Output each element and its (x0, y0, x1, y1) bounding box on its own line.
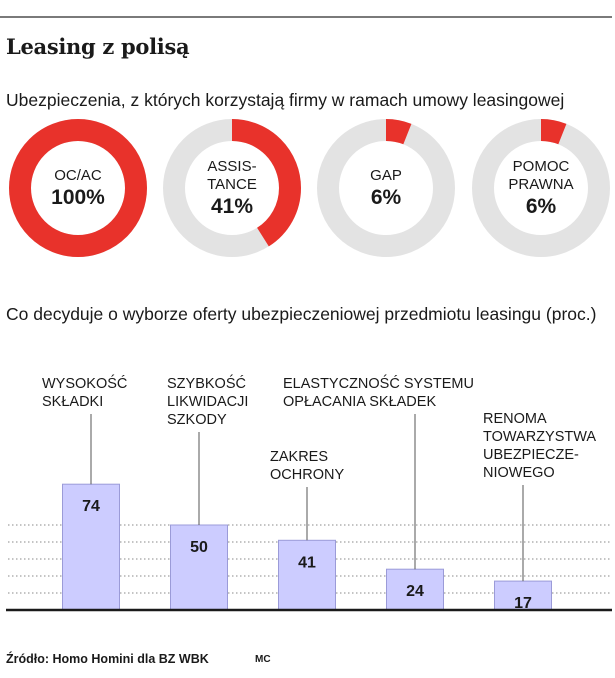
donut-label: GAP (370, 166, 402, 184)
source-note: Źródło: Homo Homini dla BZ WBK (6, 652, 209, 666)
bar-value-label: 41 (298, 554, 316, 571)
donut-slice (472, 119, 610, 257)
category-label: ZAKRES OCHRONY (270, 449, 344, 483)
donut-1: OC/AC 100% (8, 118, 148, 258)
donut-slice (317, 119, 455, 257)
bar-3 (278, 539, 336, 611)
donut-section-title: Ubezpieczenia, z których korzystają firm… (6, 90, 565, 110)
donut-text: OC/AC 100% (8, 118, 148, 258)
category-label: ELASTYCZNOŚĆ SYSTEMU OPŁACANIA SKŁADEK (283, 374, 474, 410)
bar-chart: 74 WYSOKOŚĆ SKŁADKI 50 SZYBKOŚĆ LIKWIDACJI SZK… (6, 374, 612, 612)
bar-value-label: 74 (82, 498, 100, 515)
donut-slice (163, 119, 301, 257)
category-label: RENOMA TOWARZYSTWA UBEZPIECZE-NIOWEGO (483, 411, 596, 481)
donut-slice (9, 119, 147, 257)
donut-charts: OC/AC 100% ASSIS- TANCE 41% GAP 6% POMOC PRAWN… (0, 118, 615, 258)
bar-value-label: 50 (190, 539, 208, 556)
bar-chart-title: Co decyduje o wyborze oferty ubezpieczen… (6, 304, 597, 324)
donut-label: OC/AC (54, 166, 102, 184)
donut-label: ASSIS- TANCE (207, 157, 257, 193)
page-title: Leasing z polisą (6, 34, 190, 59)
donut-label: POMOC PRAWNA (508, 157, 574, 193)
donut-ring (9, 119, 147, 257)
donut-4: POMOC PRAWNA 6% (471, 118, 611, 258)
bar-value-label: 24 (406, 583, 424, 600)
bar-5 (494, 580, 552, 611)
donut-ring (163, 119, 301, 257)
donut-ring (472, 119, 610, 257)
donut-value: 100% (51, 185, 105, 209)
donut-text: POMOC PRAWNA 6% (471, 118, 611, 258)
donut-value: 6% (370, 185, 402, 209)
donut-text: ASSIS- TANCE 41% (162, 118, 302, 258)
donut-value: 41% (210, 194, 254, 218)
bar-value-label: 17 (514, 595, 532, 612)
donut-text: GAP 6% (316, 118, 456, 258)
donut-value: 6% (525, 194, 557, 218)
bar-1 (62, 483, 120, 611)
donut-3: GAP 6% (316, 118, 456, 258)
top-rule (0, 16, 612, 18)
category-label: WYSOKOŚĆ SKŁADKI (42, 374, 127, 410)
bar-2 (170, 524, 228, 611)
category-label: SZYBKOŚĆ LIKWIDACJI SZKODY (167, 374, 248, 428)
author-initials: MC (255, 654, 271, 665)
donut-2: ASSIS- TANCE 41% (162, 118, 302, 258)
donut-ring (317, 119, 455, 257)
